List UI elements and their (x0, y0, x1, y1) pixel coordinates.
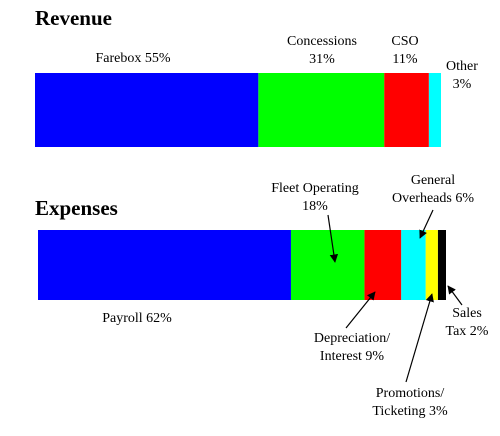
segment-label: Sales Tax 2% (445, 306, 489, 339)
bar-segment (35, 73, 259, 147)
arrow (419, 209, 434, 239)
bar-segment (425, 230, 438, 300)
bar-segment (38, 230, 291, 300)
segment-label: Concessions 31% (287, 34, 357, 67)
arrow (405, 293, 434, 383)
arrow (345, 291, 376, 329)
chart-title: Revenue (35, 6, 112, 30)
segment-label: General Overheads 6% (391, 173, 475, 206)
segment-label: Depreciation/ Interest 9% (313, 331, 391, 364)
segment-label: Fleet Operating 18% (271, 181, 359, 214)
bar-segment (384, 73, 429, 147)
arrows (327, 209, 463, 383)
bar-segment (428, 73, 441, 147)
bar-segment (401, 230, 426, 300)
segment-label: Other 3% (446, 59, 478, 92)
bar-segment (290, 230, 365, 300)
segment-label: CSO 11% (391, 34, 419, 67)
chart-title: Expenses (35, 196, 118, 220)
arrow (327, 214, 339, 263)
segment-label: Promotions/ Ticketing 3% (372, 386, 448, 419)
arrow (447, 285, 463, 306)
bar-segment (258, 73, 385, 147)
segment-label: Farebox 55% (95, 51, 171, 66)
bar-segment (364, 230, 402, 300)
segment-label: Payroll 62% (102, 311, 172, 326)
bar-segment (437, 230, 446, 300)
